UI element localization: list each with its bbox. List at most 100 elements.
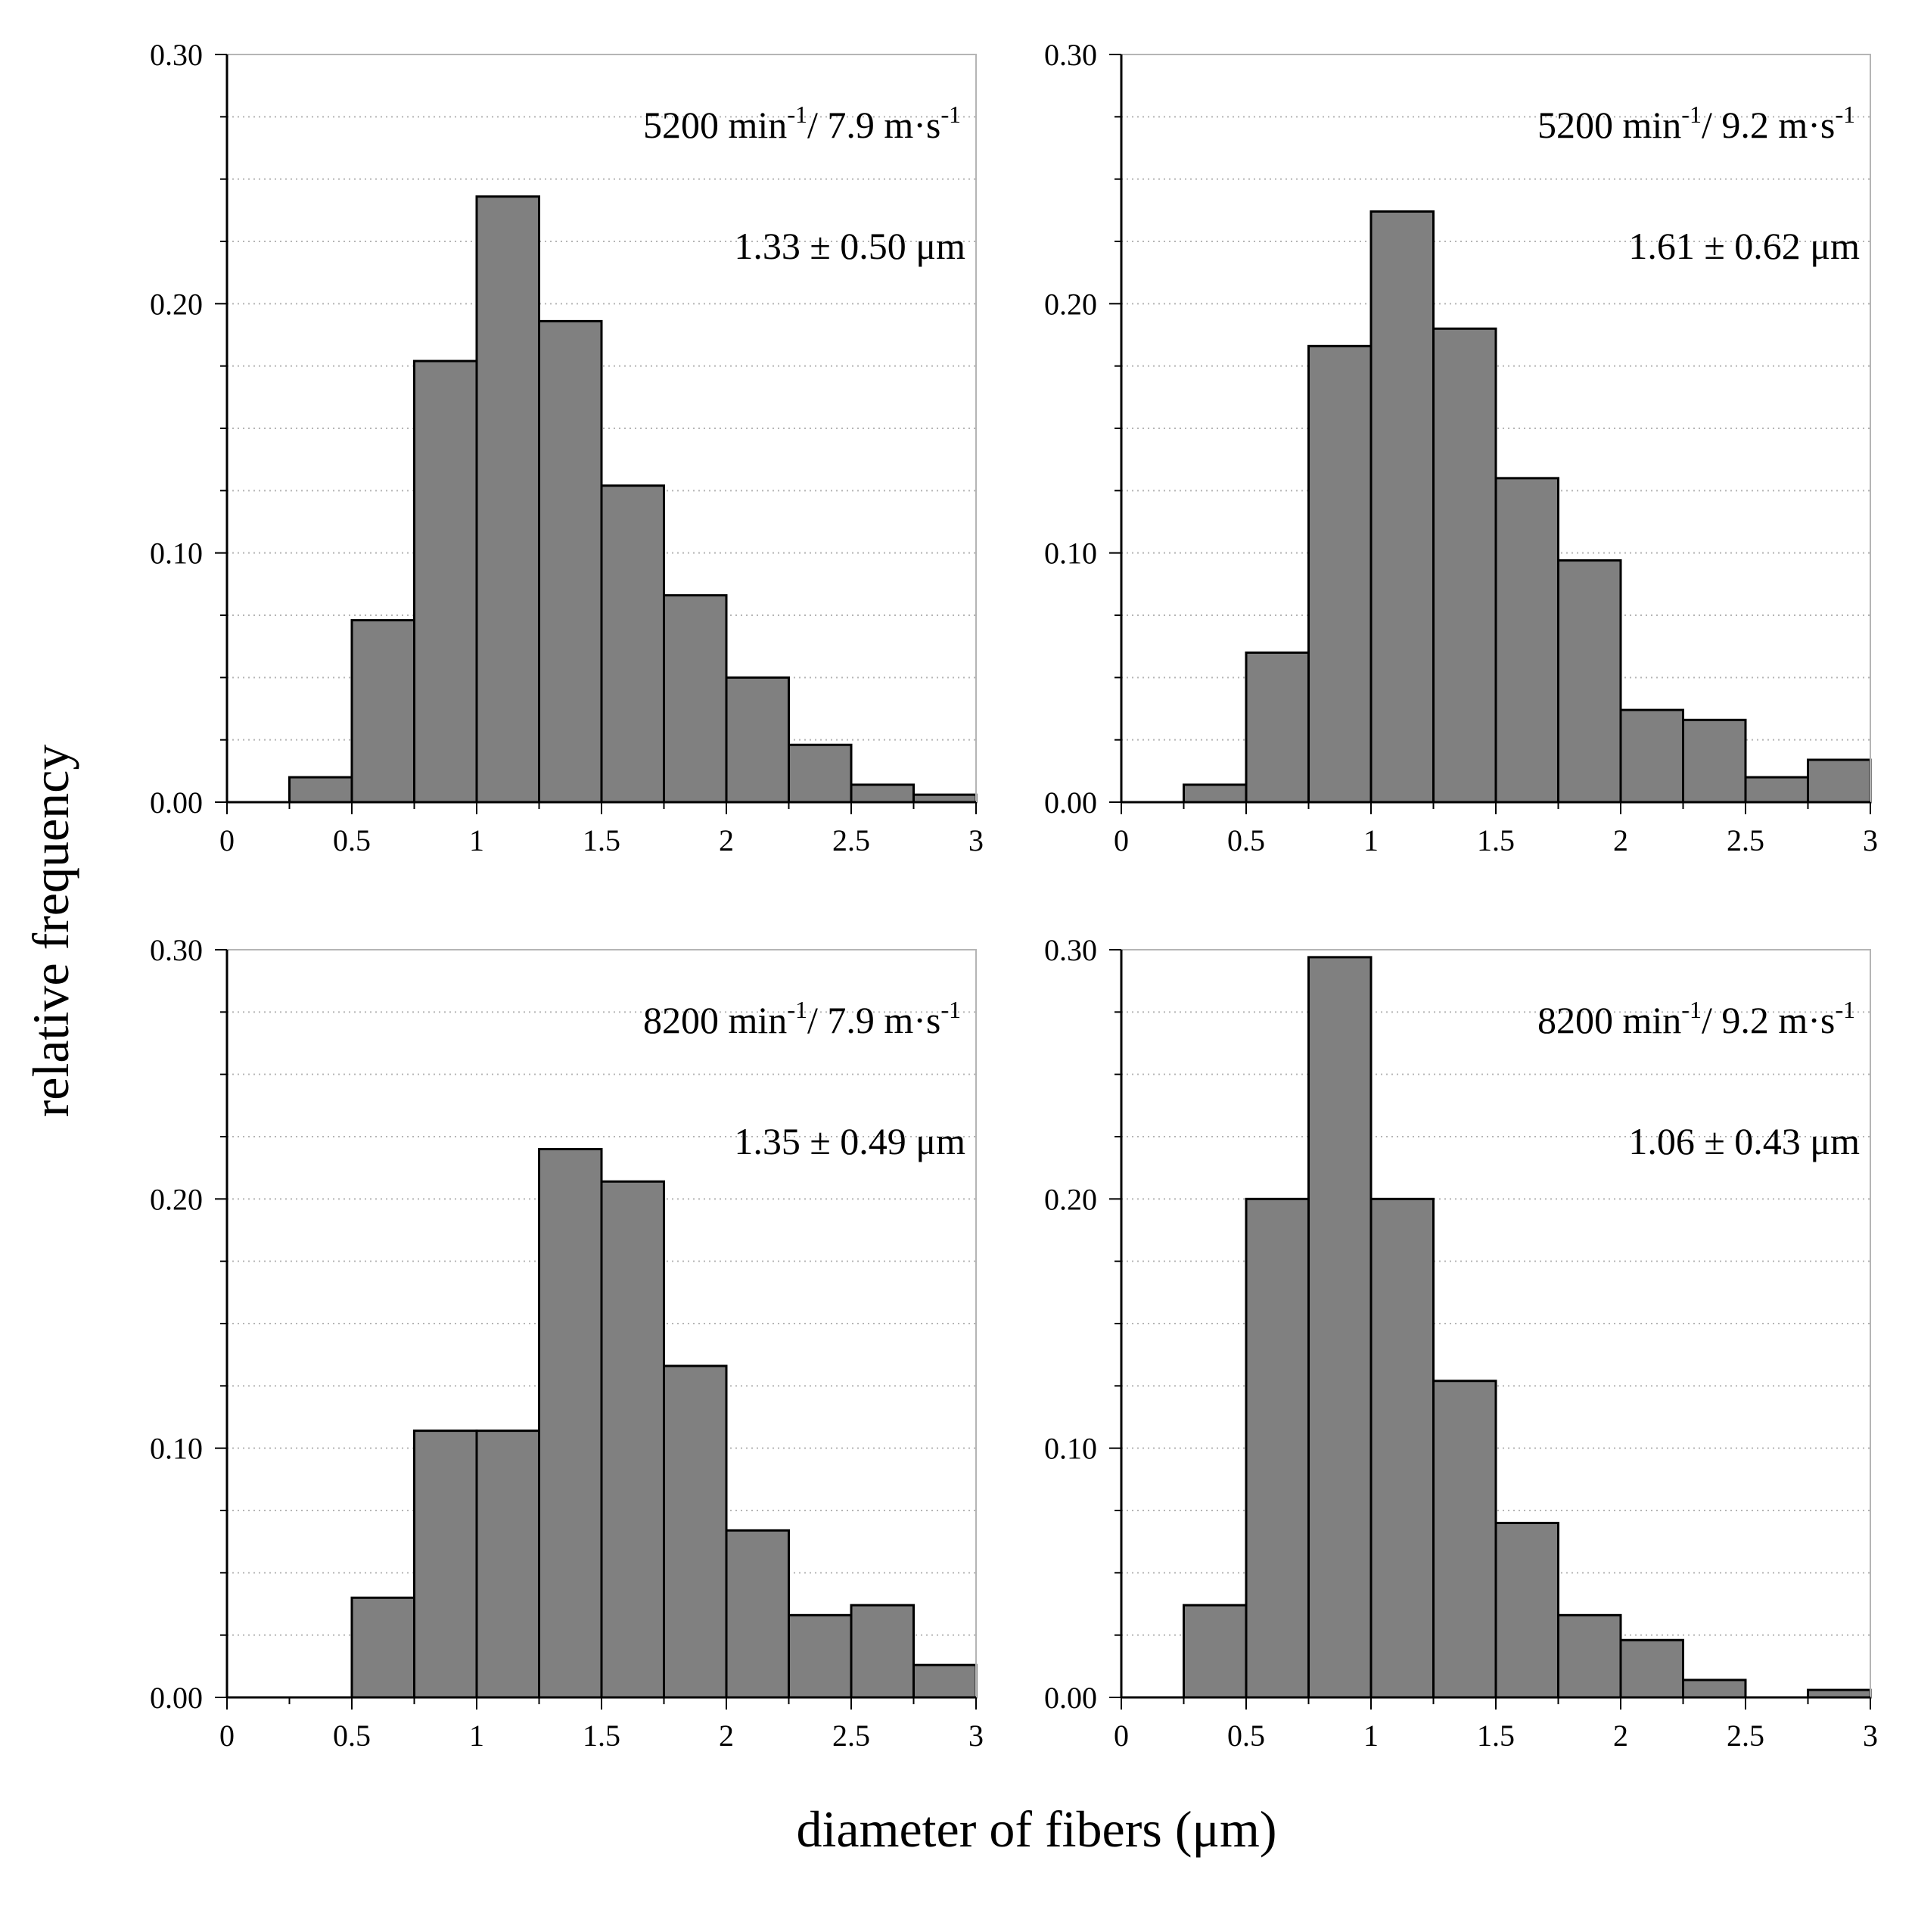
x-axis-title: diameter of fibers (μm) — [797, 1800, 1277, 1858]
x-tick-label: 1 — [1363, 1719, 1379, 1753]
x-tick-label: 0 — [219, 823, 235, 857]
x-tick-label: 2.5 — [832, 1719, 870, 1753]
histogram-bar — [1557, 559, 1622, 804]
panel-8200-9-2: 0.00 0.10 0.20 0.30 0 0.5 1 1.5 2 2.5 3 8200 min-1/… — [1044, 933, 1878, 1753]
y-tick-label: 0.30 — [150, 933, 203, 967]
y-tick-label: 0.20 — [1044, 1182, 1097, 1216]
y-tick-label: 0.00 — [150, 786, 203, 820]
y-tick-label: 0.20 — [150, 1182, 203, 1216]
histogram-bar — [1369, 210, 1435, 804]
y-tick-label: 0.20 — [150, 287, 203, 321]
histogram-bar — [1807, 758, 1872, 804]
x-tick-label: 1 — [469, 823, 484, 857]
panel-5200-9-2: 0.00 0.10 0.20 0.30 0 0.5 1 1.5 2 2.5 3 5200 min-1/… — [1044, 38, 1878, 857]
histogram-bar — [1183, 783, 1248, 804]
histogram-bar — [850, 783, 915, 804]
y-tick-label: 0.10 — [1044, 1432, 1097, 1466]
x-tick-label: 1 — [469, 1719, 484, 1753]
histogram-bar — [663, 594, 728, 804]
histogram-bar — [1245, 1197, 1310, 1699]
y-tick-label: 0.10 — [150, 1432, 203, 1466]
mean-diameter-label: 1.33 ± 0.50 μm — [734, 225, 965, 267]
histogram-bar — [788, 1613, 853, 1699]
y-tick-label: 0.00 — [1044, 1681, 1097, 1715]
panel-5200-7-9: 0.00 0.10 0.20 0.30 0 0.5 1 1.5 2 2.5 3 5200 min-1/… — [150, 38, 984, 857]
histogram-bar — [663, 1364, 728, 1699]
x-tick-label: 0 — [219, 1719, 235, 1753]
x-tick-label: 1.5 — [1477, 1719, 1515, 1753]
histogram-bar — [350, 1596, 415, 1699]
histogram-bar — [350, 619, 415, 804]
histogram-bar — [912, 1663, 978, 1699]
x-tick-label: 3 — [1863, 1719, 1878, 1753]
histogram-bar — [288, 776, 353, 804]
x-tick-label: 0 — [1114, 823, 1129, 857]
x-tick-label: 1 — [1363, 823, 1379, 857]
histogram-bar — [1744, 776, 1809, 804]
x-tick-label: 2 — [719, 823, 734, 857]
histogram-bar — [1619, 1638, 1684, 1699]
histogram-bar — [538, 1147, 603, 1699]
histogram-bar — [1369, 1197, 1435, 1699]
condition-label: 8200 min-1/ 9.2 m·s-1 — [1537, 996, 1855, 1041]
x-tick-label: 3 — [968, 823, 984, 857]
x-tick-label: 2.5 — [1727, 823, 1764, 857]
histogram-bar — [1682, 1678, 1747, 1699]
x-tick-label: 2 — [1613, 823, 1628, 857]
x-tick-label: 0.5 — [1227, 823, 1265, 857]
histogram-bar — [1245, 651, 1310, 804]
histogram-bar — [475, 195, 540, 804]
histogram-bar — [1432, 1380, 1497, 1699]
mean-diameter-label: 1.35 ± 0.49 μm — [734, 1120, 965, 1162]
histogram-bar — [1494, 477, 1559, 804]
x-tick-label: 3 — [968, 1719, 984, 1753]
y-tick-label: 0.20 — [1044, 287, 1097, 321]
histogram-bar — [475, 1430, 540, 1699]
histogram-bar — [538, 319, 603, 804]
x-tick-label: 2.5 — [1727, 1719, 1764, 1753]
condition-label: 8200 min-1/ 7.9 m·s-1 — [643, 996, 961, 1041]
histogram-bar — [725, 1529, 790, 1699]
histogram-bar — [850, 1604, 915, 1699]
histogram-bar — [1557, 1613, 1622, 1699]
histogram-bar — [413, 359, 478, 804]
histogram-bar — [600, 484, 665, 804]
x-tick-label: 0.5 — [1227, 1719, 1265, 1753]
y-tick-label: 0.30 — [1044, 38, 1097, 72]
histogram-bar — [1307, 956, 1373, 1699]
condition-label: 5200 min-1/ 9.2 m·s-1 — [1537, 101, 1855, 146]
y-tick-label: 0.30 — [150, 38, 203, 72]
mean-diameter-label: 1.06 ± 0.43 μm — [1628, 1120, 1860, 1162]
x-tick-label: 3 — [1863, 823, 1878, 857]
histogram-bar — [600, 1180, 665, 1699]
histogram-bar — [788, 743, 853, 804]
histogram-bar — [1432, 327, 1497, 804]
y-axis-title: relative frequency — [22, 745, 79, 1118]
histogram-bar — [1619, 708, 1684, 804]
histogram-bar — [1307, 344, 1373, 804]
y-tick-label: 0.10 — [150, 537, 203, 571]
x-tick-label: 1.5 — [583, 1719, 620, 1753]
x-tick-label: 2.5 — [832, 823, 870, 857]
y-tick-label: 0.00 — [1044, 786, 1097, 820]
x-tick-label: 1.5 — [1477, 823, 1515, 857]
condition-label: 5200 min-1/ 7.9 m·s-1 — [643, 101, 961, 146]
histogram-bar — [1183, 1604, 1248, 1699]
histogram-bar — [1494, 1521, 1559, 1699]
x-tick-label: 2 — [719, 1719, 734, 1753]
histogram-bar — [725, 676, 790, 804]
x-tick-label: 0.5 — [333, 823, 371, 857]
y-tick-label: 0.00 — [150, 1681, 203, 1715]
y-tick-label: 0.30 — [1044, 933, 1097, 967]
x-tick-label: 0.5 — [333, 1719, 371, 1753]
histogram-bar — [1682, 718, 1747, 804]
x-tick-label: 2 — [1613, 1719, 1628, 1753]
mean-diameter-label: 1.61 ± 0.62 μm — [1628, 225, 1860, 267]
x-tick-label: 1.5 — [583, 823, 620, 857]
y-tick-label: 0.10 — [1044, 537, 1097, 571]
histogram-bar — [413, 1430, 478, 1699]
panels: 0.00 0.10 0.20 0.30 0 0.5 1 1.5 2 2.5 3 5200 min-1/… — [150, 38, 1878, 1753]
x-tick-label: 0 — [1114, 1719, 1129, 1753]
